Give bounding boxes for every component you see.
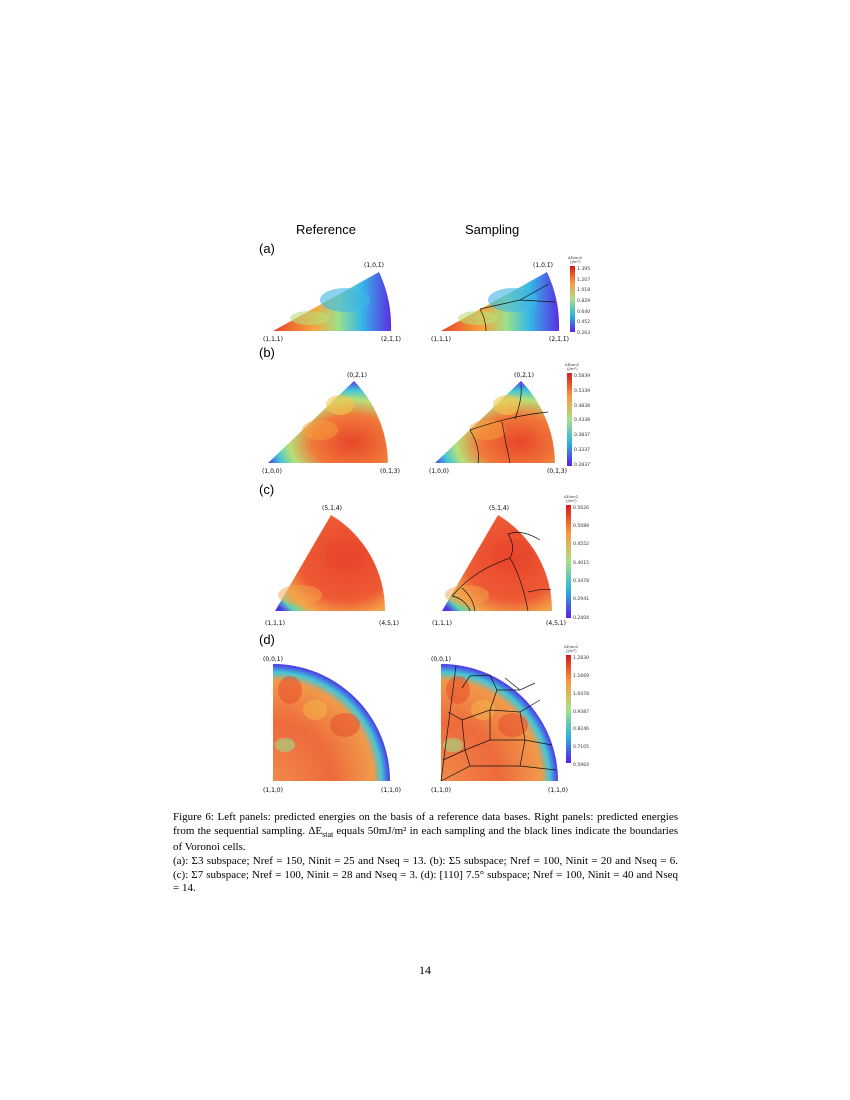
panel-d-corner-bottom-left-left: (1,1,0): [263, 787, 283, 794]
caption-main: Figure 6: Left panels: predicted energie…: [173, 811, 594, 823]
panel-a-corner-bottom-right-left: (2,1̄,1̄): [381, 336, 401, 343]
panel-letter-a: (a): [259, 241, 275, 256]
svg-text:(J/m²): (J/m²): [567, 366, 578, 371]
panel-a-corner-top-left: (1,0,1̄): [364, 262, 384, 269]
panel-c-sampling: [442, 515, 553, 612]
panel-c-tick-2: 0.4552: [573, 541, 589, 547]
panel-b-corner-bottom-right-right: (0,1̄,3): [547, 468, 567, 475]
panel-letter-b: (b): [259, 345, 275, 360]
panel-b-tick-6: 0.2837: [574, 462, 590, 468]
panel-d-tick-1: 1.1669: [573, 673, 589, 679]
panel-a-tick-5: 0.452: [577, 319, 590, 325]
panel-letter-c: (c): [259, 482, 275, 497]
panel-b-tick-5: 0.3337: [574, 447, 590, 453]
panel-a-colorbar: ΔE/wn2 (J/m²) 1.395 1.207 1.018 0.829 0.…: [568, 255, 590, 336]
panel-d-tick-6: 0.5964: [573, 762, 589, 768]
panel-a-corner-bottom-right-right: (2,1̄,1̄): [549, 336, 569, 343]
panel-d-corner-bottom-right-left: (1,1,0): [381, 787, 401, 794]
panel-c-tick-6: 0.2404: [573, 615, 589, 621]
column-heading-sampling: Sampling: [465, 222, 520, 237]
panel-c-corner-bottom-left-left: (1,1,1): [265, 620, 285, 627]
panel-d-tick-0: 1.2830: [573, 655, 589, 661]
panel-b-tick-1: 0.5339: [574, 388, 590, 394]
panel-c-corner-bottom-left-right: (1,1,1): [432, 620, 452, 627]
svg-text:(J/m²): (J/m²): [566, 498, 577, 503]
panel-a-sampling: [441, 272, 560, 332]
panel-c-corner-top-right: (5,1̄,4̄): [489, 505, 509, 512]
panel-c-colorbar: ΔE/wn2 (J/m²) 0.5626 0.5089 0.4552 0.401…: [564, 494, 589, 621]
panel-c-corner-bottom-right-left: (4,5̄,1): [379, 620, 399, 627]
panel-b-colorbar: ΔE/wn2 (J/m²) 0.5839 0.5339 0.4838 0.433…: [565, 362, 590, 468]
panel-c-corner-bottom-right-right: (4,5̄,1): [546, 620, 566, 627]
panel-d-voronoi-lines: [440, 665, 557, 782]
panel-letter-d: (d): [259, 632, 275, 647]
svg-text:(J/m²): (J/m²): [570, 259, 581, 264]
panel-a-corner-bottom-left-right: (1,1,1): [431, 336, 451, 343]
panel-a-reference: [273, 272, 392, 331]
figure-caption: Figure 6: Left panels: predicted energie…: [173, 811, 678, 896]
panel-c-tick-5: 0.2941: [573, 596, 589, 602]
panel-b-corner-bottom-right-left: (0,1̄,3): [380, 468, 400, 475]
panel-d-corner-top-left: (0,0,1): [263, 656, 283, 663]
panel-b-tick-0: 0.5839: [574, 373, 590, 379]
panel-b-corner-top-right: (0,2̄,1): [514, 372, 534, 379]
panel-c-corner-top-left: (5,1̄,4̄): [322, 505, 342, 512]
panel-a-tick-0: 1.395: [577, 266, 590, 272]
panel-d-tick-4: 0.8246: [573, 726, 589, 732]
panel-d-colorbar: ΔE/wn2 (J/m²) 1.2830 1.1669 1.0478 0.938…: [564, 644, 589, 768]
panel-a-tick-4: 0.640: [577, 309, 590, 315]
panel-c-tick-4: 0.3478: [573, 578, 589, 584]
column-heading-reference: Reference: [296, 222, 356, 237]
svg-text:ΔE/wn2: ΔE/wn2: [564, 644, 579, 649]
panel-a-tick-3: 0.829: [577, 298, 590, 304]
panel-d-sampling: [440, 664, 558, 782]
panel-d-tick-5: 0.7105: [573, 744, 589, 750]
page-number: 14: [419, 963, 431, 977]
panel-d-reference: [273, 664, 390, 781]
panel-a-corner-top-right: (1,0,1̄): [533, 262, 553, 269]
svg-text:ΔE/wn2: ΔE/wn2: [568, 255, 583, 260]
panel-d-tick-3: 0.9387: [573, 709, 589, 715]
panel-d-corner-bottom-left-right: (1,1,0): [431, 787, 451, 794]
panel-c-tick-3: 0.4015: [573, 560, 589, 566]
svg-text:(J/m²): (J/m²): [566, 648, 577, 653]
panel-a-tick-1: 1.207: [577, 277, 590, 283]
panel-b-corner-bottom-left-left: (1,0,0): [262, 468, 282, 475]
panel-b-tick-2: 0.4838: [574, 403, 590, 409]
panel-b-tick-3: 0.4338: [574, 417, 590, 423]
panel-b-corner-bottom-left-right: (1,0,0): [429, 468, 449, 475]
panel-a-corner-bottom-left-left: (1,1,1): [263, 336, 283, 343]
panel-b-reference: [268, 381, 388, 463]
panel-d-corner-bottom-right-right: (1,1,0): [548, 787, 568, 794]
panel-b-tick-4: 0.3837: [574, 432, 590, 438]
panel-c-reference: [275, 515, 386, 611]
svg-text:ΔE/wn2: ΔE/wn2: [565, 362, 580, 367]
panel-b-sampling: [435, 381, 555, 464]
panel-d-corner-top-right: (0,0,1): [431, 656, 451, 663]
panel-c-tick-0: 0.5626: [573, 505, 589, 511]
caption-subspace-details: (a): Σ3 subspace; Nref = 150, Ninit = 25…: [173, 854, 678, 895]
svg-text:ΔE/wn2: ΔE/wn2: [564, 494, 579, 499]
panel-a-voronoi-lines: [479, 283, 556, 332]
panel-a-tick-6: 0.263: [577, 330, 590, 336]
panel-b-voronoi-lines: [469, 384, 549, 464]
caption-line2: predicted energies from the sequential s…: [173, 811, 678, 837]
panel-a-tick-2: 1.018: [577, 287, 590, 293]
panel-c-tick-1: 0.5089: [573, 523, 589, 529]
caption-line2-rest: equals 50mJ/m² in each sampling: [333, 824, 486, 837]
caption-line3: and the black lines indicate the boundar…: [173, 824, 679, 854]
panel-c-voronoi-lines: [451, 532, 552, 612]
panel-d-tick-2: 1.0478: [573, 691, 589, 697]
panel-b-corner-top-left: (0,2̄,1): [347, 372, 367, 379]
caption-line2-sub: stat: [322, 829, 334, 839]
